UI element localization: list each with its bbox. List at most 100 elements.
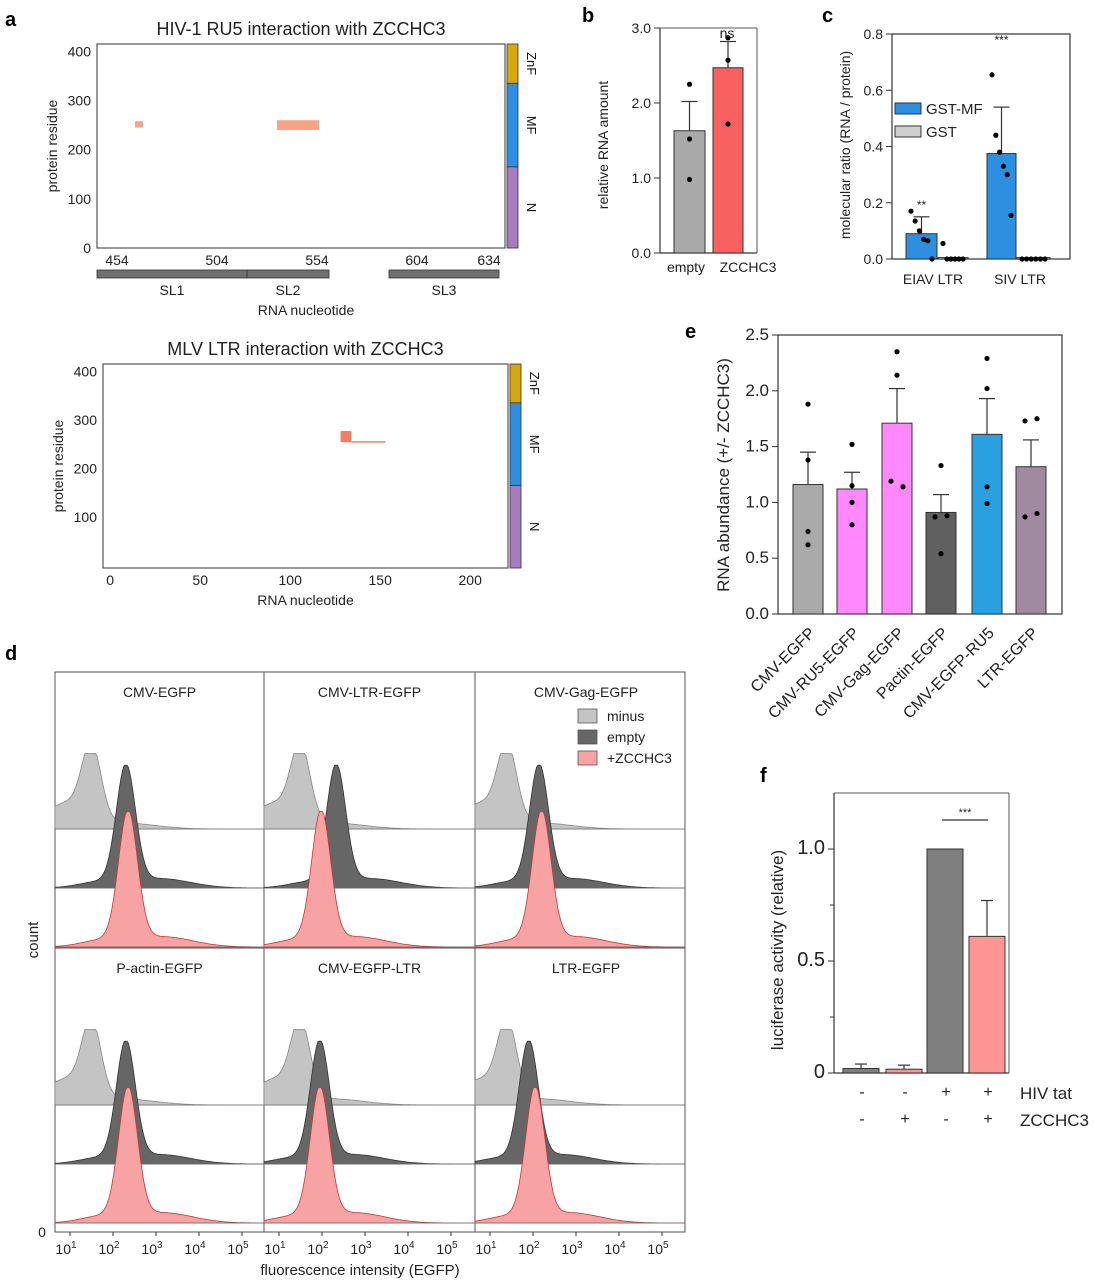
x-tick-label: EIAV LTR xyxy=(903,271,963,287)
plot-frame xyxy=(96,43,506,249)
domain-label: N xyxy=(527,522,542,531)
data-point xyxy=(984,355,990,362)
data-point xyxy=(984,500,990,507)
data-point xyxy=(925,238,931,244)
data-point xyxy=(921,236,927,242)
data-point xyxy=(984,385,990,392)
data-point xyxy=(805,542,811,548)
bar xyxy=(842,1068,880,1074)
data-point xyxy=(849,499,855,505)
data-point xyxy=(948,256,954,262)
bar-ltr-egfp xyxy=(1015,466,1047,615)
panel-a2: MLV LTR interaction with ZCCHC3 100 200 300… xyxy=(50,339,542,608)
rna-region-label: SL3 xyxy=(432,282,457,298)
data-point xyxy=(849,483,855,489)
x-tick-label: 101 xyxy=(264,1240,286,1257)
bar-empty xyxy=(673,130,706,254)
domain-bar-n xyxy=(506,166,519,249)
legend-swatch xyxy=(577,708,598,724)
x-tick-label: 102 xyxy=(98,1240,120,1257)
x-tick-label: 103 xyxy=(350,1240,372,1257)
x-tick-label: 104 xyxy=(393,1240,415,1257)
panel-c: 0.0 0.2 0.4 0.6 0.8 EIAV LTR ** SIV LTR *** GST-M… xyxy=(837,26,1071,287)
data-point xyxy=(1022,514,1028,520)
domain-label: MF xyxy=(524,116,539,135)
x-tick-label: 104 xyxy=(604,1240,626,1257)
sample-title: P-actin-EGFP xyxy=(116,960,202,976)
y-axis-label: relative RNA amount xyxy=(595,81,611,210)
interaction-mark xyxy=(340,431,352,443)
rna-region-label: SL2 xyxy=(276,282,301,298)
data-point xyxy=(1022,418,1028,424)
chart-title: HIV-1 RU5 interaction with ZCCHC3 xyxy=(156,19,445,39)
bar-cmv-gag-egfp xyxy=(881,422,913,615)
legend-swatch xyxy=(577,729,598,745)
panel-letter-b: b xyxy=(582,5,594,27)
x-axis-label: RNA nucleotide xyxy=(258,302,355,318)
x-tick-label: 105 xyxy=(647,1240,669,1257)
y-axis-label: luciferase activity (relative) xyxy=(768,850,787,1050)
bar-pactin-egfp xyxy=(925,511,957,615)
data-point xyxy=(932,514,938,520)
y-tick-label: 3.0 xyxy=(632,20,652,36)
data-point xyxy=(989,72,995,78)
y-tick-label: 1.0 xyxy=(745,492,769,511)
data-point xyxy=(900,484,906,490)
data-point xyxy=(805,401,811,407)
y-tick-label: 1.5 xyxy=(745,437,769,456)
significance-label: ns xyxy=(720,25,735,41)
data-point xyxy=(1024,256,1030,262)
legend-label: empty xyxy=(607,729,645,745)
data-point xyxy=(1008,212,1014,219)
data-point xyxy=(725,121,731,127)
bar-cmv-egfp-ru5 xyxy=(971,433,1003,615)
data-point xyxy=(938,462,944,469)
data-point xyxy=(888,478,894,484)
y-tick-label: 100 xyxy=(74,509,98,525)
legend-label: minus xyxy=(607,708,644,724)
data-point xyxy=(944,256,950,262)
x-tick-label: 150 xyxy=(369,572,393,588)
panel-letter-e: e xyxy=(685,321,696,343)
domain-bar-mf xyxy=(506,82,519,168)
data-point xyxy=(1042,256,1048,262)
legend-label: GST xyxy=(926,124,957,141)
bar-gst-mf xyxy=(905,233,938,260)
data-point xyxy=(1037,256,1043,262)
x-tick-label: ZCCHC3 xyxy=(720,259,777,275)
y-tick-label: 2.0 xyxy=(745,381,769,400)
legend-label: +ZCCHC3 xyxy=(607,750,672,766)
histogram-empty xyxy=(54,1040,264,1165)
panel-letter-c: c xyxy=(822,5,833,27)
histogram-plus-zcchc3 xyxy=(474,811,685,948)
interaction-mark xyxy=(135,121,143,128)
x-tick-label: 554 xyxy=(305,252,329,268)
data-point xyxy=(805,457,811,463)
condition-sign: - xyxy=(859,1084,864,1101)
domain-label: ZnF xyxy=(527,372,542,395)
y-tick-label: 0 xyxy=(814,1061,825,1083)
panel-d: CMV-EGFP CMV-LTR-EGFP CMV-Gag-EGFP P-actin-… xyxy=(25,671,686,1279)
y-tick-label: 1.0 xyxy=(797,837,825,859)
domain-bar-znf xyxy=(509,363,522,404)
histogram-cell: LTR-EGFP xyxy=(474,947,686,1233)
data-point xyxy=(725,57,731,63)
y-tick-label: 200 xyxy=(74,460,98,476)
sample-title: CMV-Gag-EGFP xyxy=(534,684,638,700)
y-tick-label: 200 xyxy=(68,142,92,158)
data-point xyxy=(916,228,923,234)
y-axis-label: count xyxy=(25,921,42,959)
y-tick-label: 2.0 xyxy=(632,95,652,111)
plot-frame xyxy=(777,334,1063,615)
x-tick-label: 200 xyxy=(459,572,483,588)
condition-sign: - xyxy=(943,1111,948,1128)
domain-label: N xyxy=(524,203,539,212)
condition-label: ZCCHC3 xyxy=(1020,1111,1089,1130)
x-tick-label: 101 xyxy=(55,1240,77,1257)
rna-region-label: SL1 xyxy=(160,282,185,298)
x-tick-label: 105 xyxy=(227,1240,249,1257)
x-tick-label: 454 xyxy=(105,252,129,268)
x-tick-label: 102 xyxy=(518,1240,540,1257)
y-tick-label: 400 xyxy=(74,363,98,379)
